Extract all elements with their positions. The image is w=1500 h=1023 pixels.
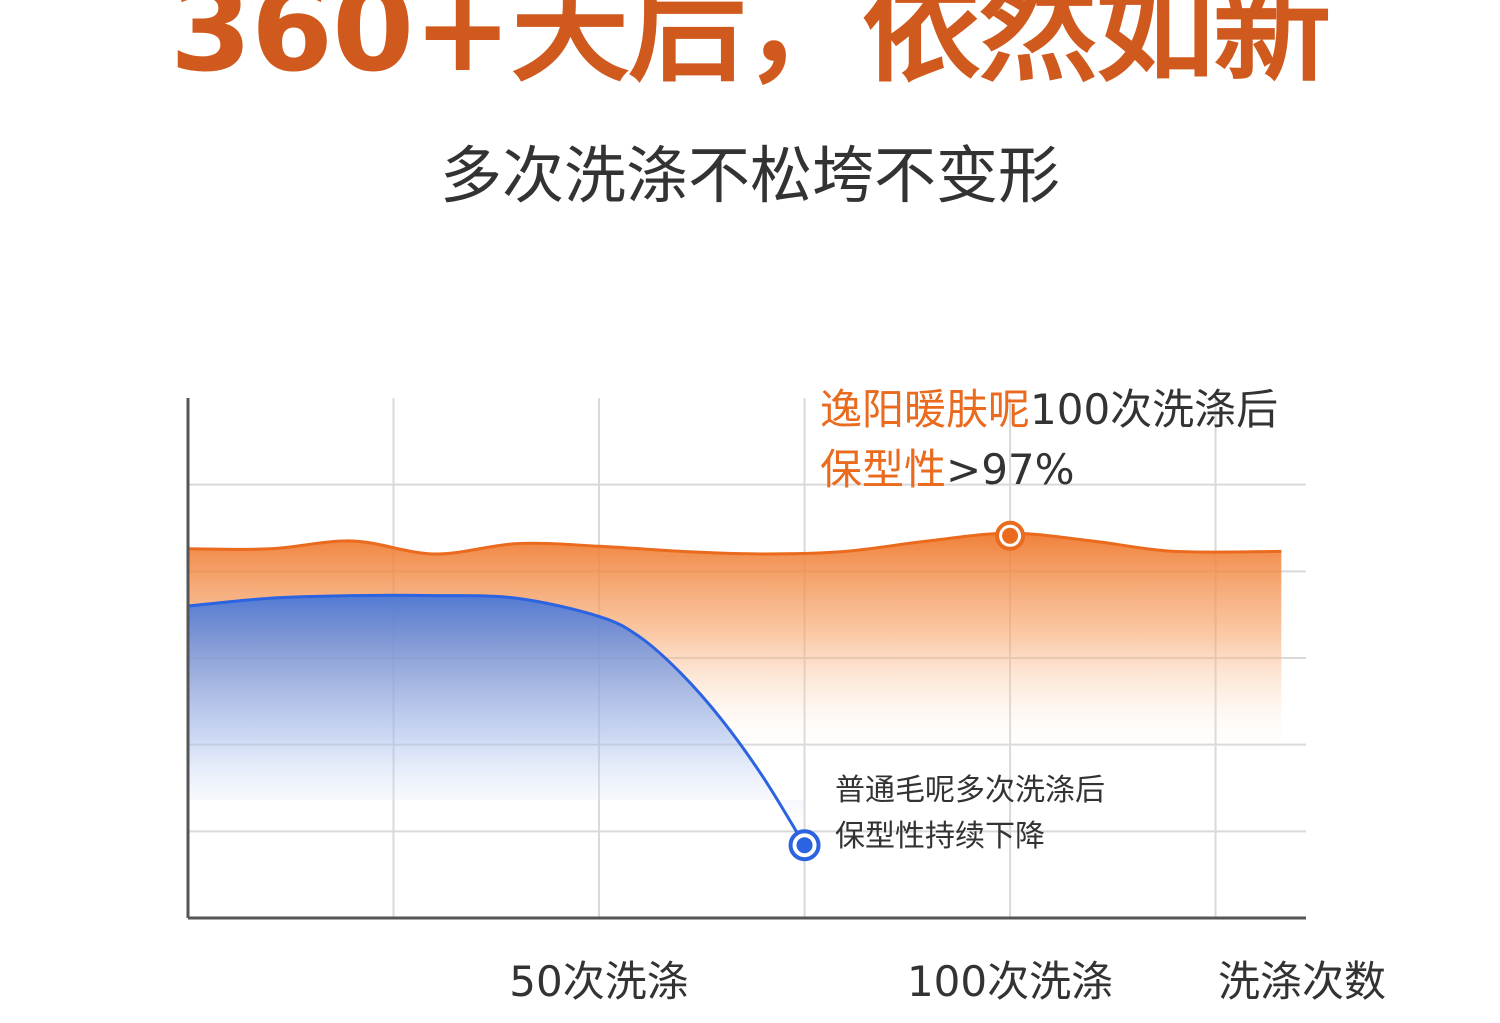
annotation-main-line2: 保型性>97% <box>820 440 1278 500</box>
series-area-blue <box>188 595 805 846</box>
annotation-value: >97% <box>946 445 1075 494</box>
annotation-main: 逸阳暖肤呢100次洗涤后 保型性>97% <box>820 380 1278 500</box>
series-line-blue <box>187 593 806 846</box>
subtitle: 多次洗涤不松垮不变形 <box>439 139 1060 212</box>
marker-dot <box>796 837 813 854</box>
annotation-secondary-line1: 普通毛呢多次洗涤后 <box>835 773 1105 808</box>
annotation-brand: 逸阳暖肤呢 <box>820 385 1031 434</box>
headline: 360+天后，依然如新 <box>169 0 1331 98</box>
marker-orange <box>995 520 1026 551</box>
marker-blue <box>788 829 821 862</box>
x-tick-label-50: 50次洗涤 <box>509 957 689 1006</box>
annotation-main-line1: 逸阳暖肤呢100次洗涤后 <box>820 380 1278 440</box>
series-line-orange <box>187 531 1282 556</box>
marker-dot <box>1002 527 1019 544</box>
axes <box>186 398 1306 920</box>
annotation-secondary-line2: 保型性持续下降 <box>835 819 1045 854</box>
x-tick-label-100: 100次洗涤 <box>906 957 1114 1006</box>
annotation-suffix: 100次洗涤后 <box>1030 385 1279 434</box>
annotation-metric: 保型性 <box>820 445 947 494</box>
x-axis-label: 洗涤次数 <box>1217 957 1387 1006</box>
annotation-secondary: 普通毛呢多次洗涤后 保型性持续下降 <box>835 768 1105 860</box>
